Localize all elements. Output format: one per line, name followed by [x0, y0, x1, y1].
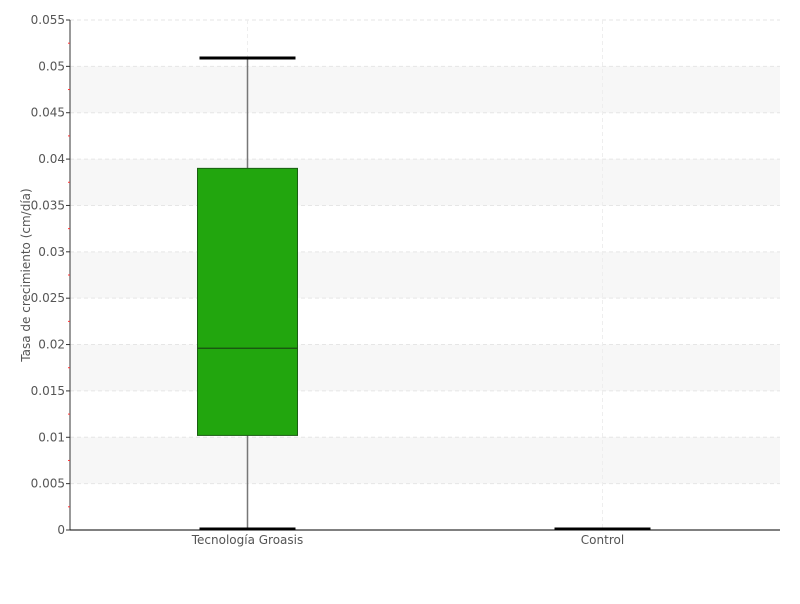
y-tick-label: 0.015	[31, 384, 65, 398]
gridlines	[70, 19, 780, 530]
y-tick-label: 0.05	[38, 59, 65, 73]
y-tick-label: 0.005	[31, 477, 65, 491]
boxes	[197, 56, 651, 531]
grid-band	[70, 344, 780, 391]
box	[197, 167, 298, 436]
y-tick-label: 0.02	[38, 338, 65, 352]
y-tick-label: 0.055	[31, 13, 65, 27]
x-ticks: Tecnología Groasis Control	[191, 533, 624, 547]
grid-band	[70, 66, 780, 113]
grid-band	[70, 437, 780, 484]
grid-bands	[70, 66, 780, 484]
grid-band	[70, 251, 780, 299]
y-tick-label: 0.03	[38, 245, 65, 259]
y-ticks: 0 0.005 0.01 0.015 0.02 0.025 0.03 0.035 0.04 0.0…	[31, 13, 70, 537]
y-tick-label: 0.01	[38, 430, 65, 444]
y-axis-label: Tasa de crecimiento (cm/día)	[19, 188, 33, 362]
grid-band	[70, 159, 780, 206]
y-tick-label: 0	[57, 523, 65, 537]
x-tick-label: Control	[581, 533, 624, 547]
y-tick-label: 0.045	[31, 106, 65, 120]
y-tick-label: 0.025	[31, 291, 65, 305]
y-tick-label: 0.035	[31, 198, 65, 212]
y-tick-label: 0.04	[38, 152, 65, 166]
x-tick-label: Tecnología Groasis	[191, 533, 304, 547]
